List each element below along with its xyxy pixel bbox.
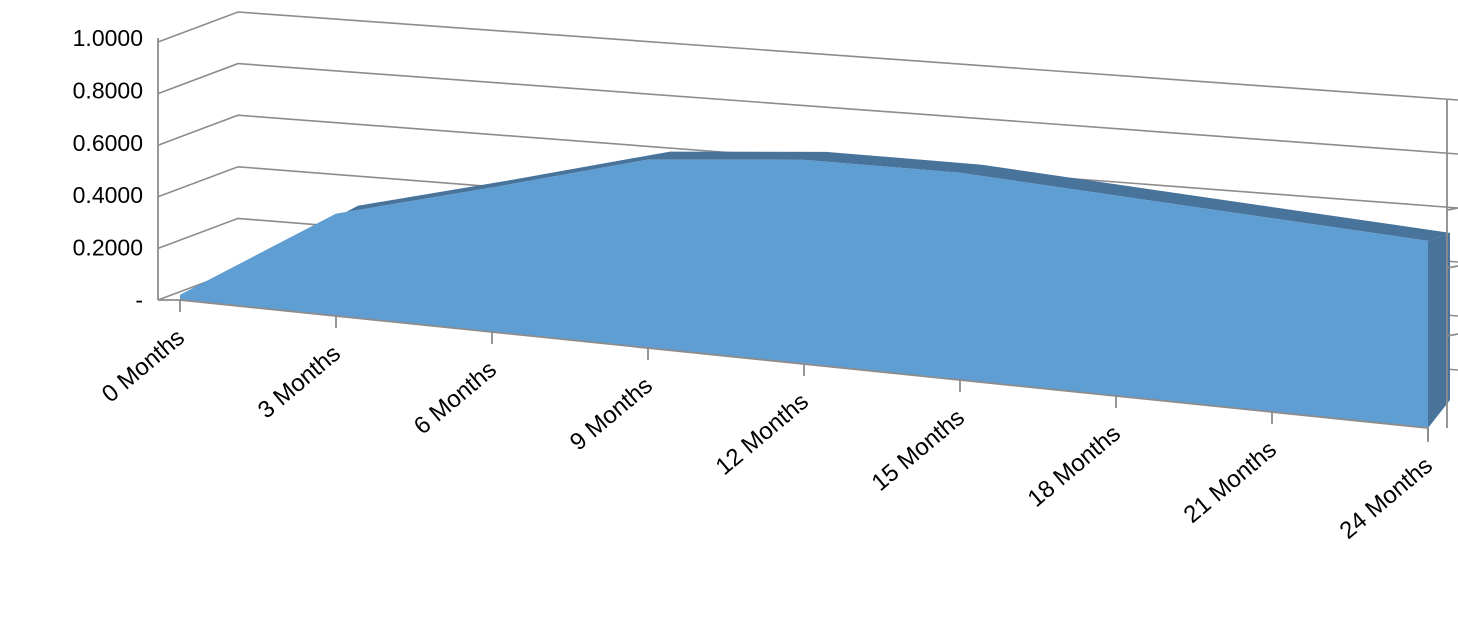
wall-tick-mark [1446,207,1458,211]
y-tick-label: 0.6000 [73,130,143,156]
y-tick-label: 1.0000 [73,25,143,51]
x-tick-label: 3 Months [253,340,346,424]
x-tick-label: 9 Months [565,372,658,456]
y-tick-label: 0.4000 [73,182,143,208]
area-side-surface [1428,232,1450,428]
x-tick-label: 21 Months [1179,436,1282,529]
x-tick-label: 6 Months [409,356,502,440]
area-top-surface [180,151,1450,295]
x-tick-label: 0 Months [97,324,190,408]
wall-tick-mark [1446,265,1458,269]
x-tick-label: 12 Months [711,388,814,481]
y-tick-label: 0.2000 [73,235,143,261]
x-tick-label: 24 Months [1335,452,1438,545]
gridline [157,62,1458,155]
area-series [180,151,1450,428]
x-tick-label: 18 Months [1023,420,1126,513]
gridline [157,11,1458,101]
y-tick-label: 0.8000 [73,77,143,103]
wall-tick-mark [1446,333,1458,337]
x-tick-label: 15 Months [867,404,970,497]
y-axis-ticks: - 0.2000 0.4000 0.6000 0.8000 1.0000 [73,25,143,313]
area-front-surface [180,159,1428,428]
axes [157,38,1458,442]
y-tick-label: - [135,287,143,313]
